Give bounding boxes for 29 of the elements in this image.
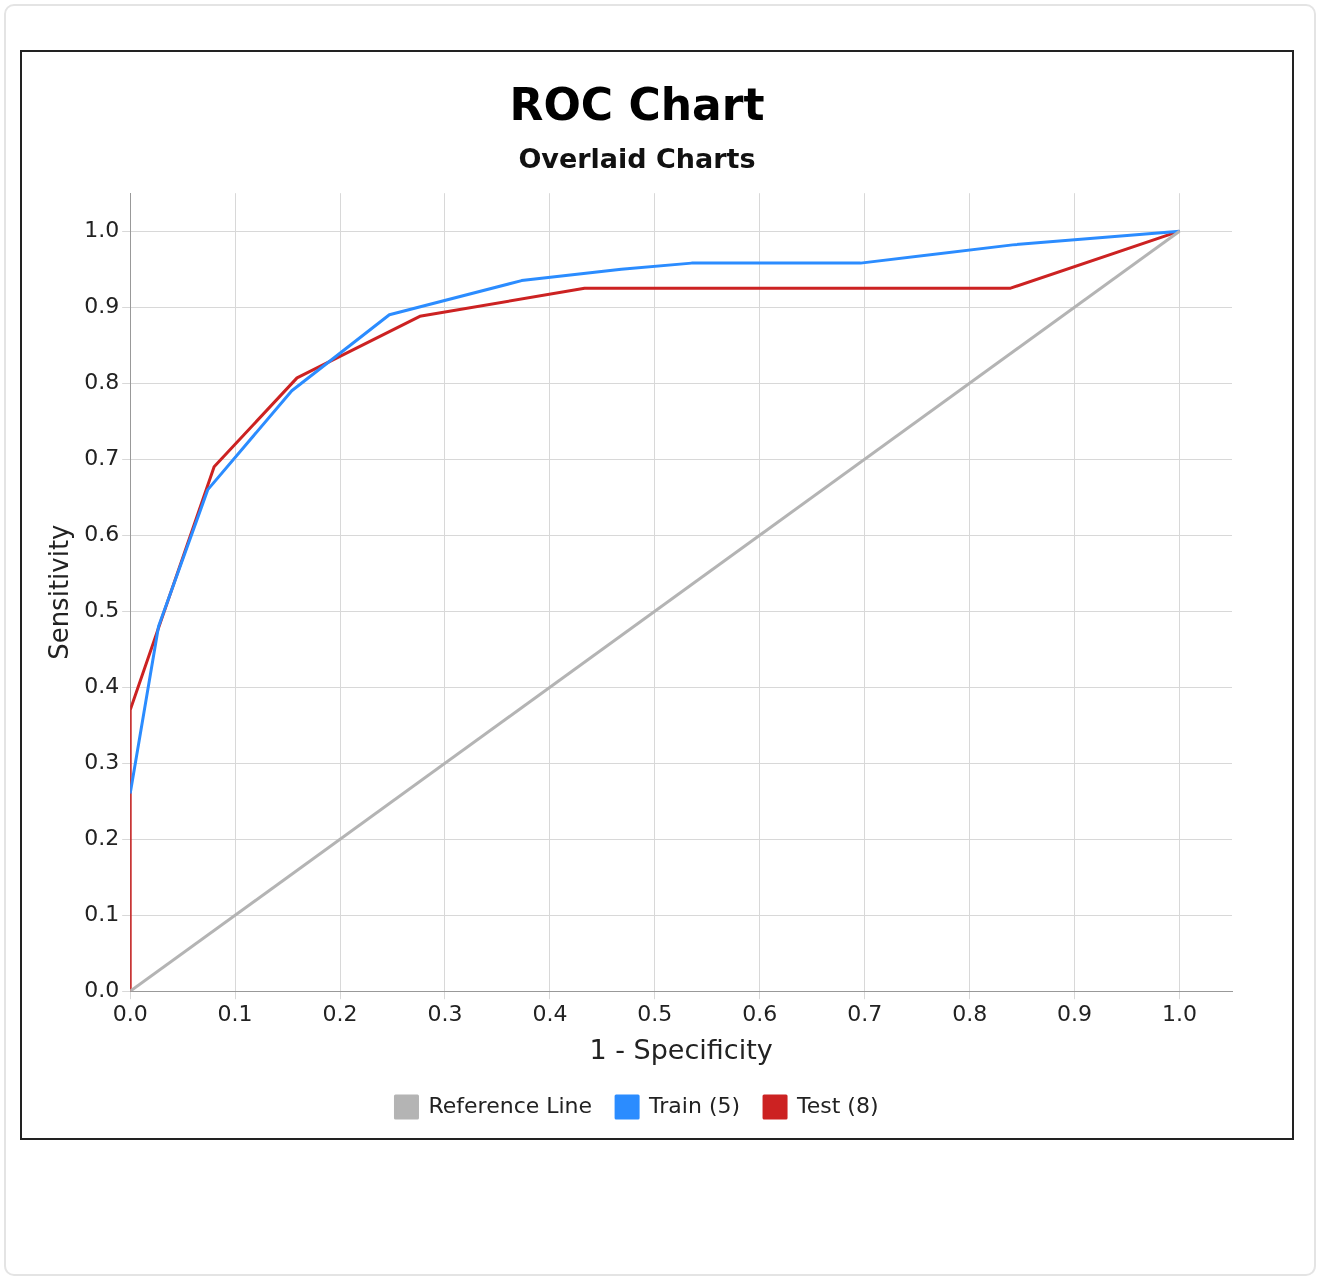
y-tick-label: 0.8	[84, 368, 120, 394]
y-tick-label: 0.9	[84, 292, 120, 318]
legend-label: Test (8)	[796, 1092, 879, 1118]
x-tick-label: 0.5	[637, 1001, 673, 1027]
x-tick-label: 0.0	[112, 1001, 148, 1027]
chart-title: ROC Chart	[509, 78, 765, 130]
legend-label: Reference Line	[428, 1092, 593, 1118]
y-tick-label: 1.0	[84, 216, 120, 242]
y-tick-label: 0.3	[84, 748, 120, 774]
y-tick-label: 0.2	[84, 824, 120, 850]
x-tick-label: 0.1	[217, 1001, 253, 1027]
legend-label: Train (5)	[648, 1092, 741, 1118]
x-tick-label: 1.0	[1162, 1001, 1198, 1027]
x-tick-label: 0.6	[742, 1001, 778, 1027]
y-tick-label: 0.6	[84, 520, 120, 546]
y-tick-label: 0.0	[84, 976, 120, 1002]
x-tick-label: 0.3	[427, 1001, 463, 1027]
y-tick-label: 0.7	[84, 444, 120, 470]
x-tick-label: 0.7	[847, 1001, 883, 1027]
chart-subtitle: Overlaid Charts	[518, 143, 756, 175]
y-tick-label: 0.5	[84, 596, 120, 622]
x-axis-title: 1 - Specificity	[589, 1033, 773, 1065]
x-tick-label: 0.4	[532, 1001, 568, 1027]
x-tick-label: 0.9	[1057, 1001, 1093, 1027]
y-axis-title: Sensitivity	[44, 524, 75, 660]
x-tick-label: 0.2	[322, 1001, 358, 1027]
y-tick-label: 0.4	[84, 672, 120, 698]
y-tick-label: 0.1	[84, 900, 120, 926]
x-tick-label: 0.8	[952, 1001, 988, 1027]
